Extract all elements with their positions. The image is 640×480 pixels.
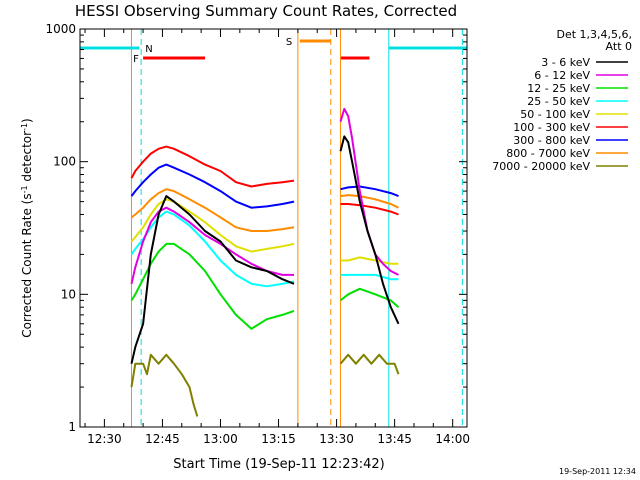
y-tick-label-1: 1 xyxy=(68,420,76,434)
series-6-12-kev-segment-0 xyxy=(130,206,294,285)
y-axis: 1 10 100 1000 xyxy=(45,22,467,434)
plot-frame xyxy=(79,28,468,428)
footer-date: 19-Sep-2011 12:34 xyxy=(559,467,636,476)
series-12-25-kev-segment-0 xyxy=(130,242,295,330)
y-axis-label-sup-1: -1 xyxy=(20,185,29,193)
series-25-50-kev-segment-1 xyxy=(340,273,399,281)
legend-label-50-100-kev: 50 - 100 keV xyxy=(520,108,590,121)
series-800-7000-kev-segment-1 xyxy=(340,194,399,209)
series-800-7000-kev-segment-0 xyxy=(130,188,295,232)
y-tick-label-100: 100 xyxy=(53,155,76,169)
series-6-12-kev-segment-1 xyxy=(339,107,399,276)
x-tick-label-12-45: 12:45 xyxy=(145,432,180,446)
flag-f-label: F xyxy=(133,54,139,65)
legend-label-300-800-kev: 300 - 800 keV xyxy=(513,134,590,147)
chart-title: HESSI Observing Summary Count Rates, Cor… xyxy=(75,2,457,20)
legend-label-12-25-kev: 12 - 25 keV xyxy=(527,82,590,95)
y-axis-label-sup-2: -1 xyxy=(20,123,29,131)
series-3-6-kev-segment-0 xyxy=(130,195,295,364)
flag-s-label: S xyxy=(286,37,292,48)
legend-title-line2: Att 0 xyxy=(606,40,632,53)
series-7000-20000-kev-segment-0 xyxy=(130,353,199,417)
flag-n-label: N xyxy=(145,44,152,55)
y-axis-label-main: Corrected Count Rate (s xyxy=(20,193,34,337)
x-axis: 12:30 12:45 13:00 13:15 13:30 13:45 14:00 xyxy=(84,29,470,446)
legend-label-7000-20000-kev: 7000 - 20000 keV xyxy=(492,160,590,173)
flag-layer: NF S xyxy=(80,37,467,65)
legend-label-800-7000-kev: 800 - 7000 keV xyxy=(506,147,590,160)
marker-layer xyxy=(130,29,463,427)
legend-label-25-50-kev: 25 - 50 keV xyxy=(527,95,590,108)
x-axis-label: Start Time (19-Sep-11 12:23:42) xyxy=(173,457,384,472)
y-axis-label-end: ) xyxy=(20,118,34,123)
series-3-6-kev-segment-1 xyxy=(339,135,400,325)
y-tick-label-10: 10 xyxy=(61,287,76,301)
legend-label-3-6-kev: 3 - 6 keV xyxy=(541,56,590,69)
series-50-100-kev-segment-0 xyxy=(130,198,295,253)
x-tick-label-13-00: 13:00 xyxy=(203,432,238,446)
series-100-300-kev-segment-1 xyxy=(340,203,399,216)
legend-label-100-300-kev: 100 - 300 keV xyxy=(513,121,590,134)
series-300-800-kev-segment-0 xyxy=(130,163,295,209)
y-axis-label-mid: detector xyxy=(20,131,34,186)
x-tick-label-13-15: 13:15 xyxy=(261,432,296,446)
x-tick-label-12-30: 12:30 xyxy=(87,432,122,446)
series-100-300-kev-segment-0 xyxy=(130,145,295,188)
y-axis-label: Corrected Count Rate (s-1 detector-1) xyxy=(20,118,35,337)
y-tick-label-1000: 1000 xyxy=(45,22,76,36)
series-300-800-kev-segment-1 xyxy=(340,185,399,198)
series-12-25-kev-segment-1 xyxy=(339,287,400,308)
x-tick-label-14-00: 14:00 xyxy=(435,432,470,446)
legend-title-line1: Det 1,3,4,5,6, xyxy=(556,28,632,41)
legend-label-6-12-kev: 6 - 12 keV xyxy=(534,69,590,82)
series-50-100-kev-segment-1 xyxy=(340,256,399,265)
series-7000-20000-kev-segment-1 xyxy=(339,353,400,375)
x-tick-label-13-30: 13:30 xyxy=(319,432,354,446)
x-tick-label-13-45: 13:45 xyxy=(377,432,412,446)
series-layer xyxy=(130,107,400,417)
